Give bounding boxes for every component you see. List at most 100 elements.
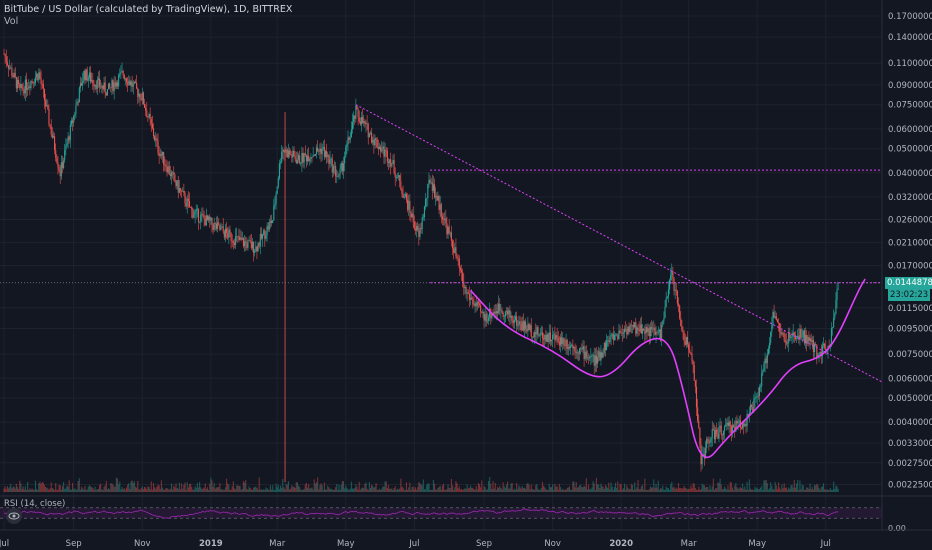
candle-body xyxy=(146,110,148,117)
volume-bar xyxy=(118,484,120,492)
volume-bar xyxy=(383,486,385,492)
volume-bar xyxy=(485,489,487,492)
candle-body xyxy=(712,429,714,431)
candle-body xyxy=(95,84,97,89)
volume-bar xyxy=(277,484,279,492)
time-axis[interactable]: Jul Sep Nov 2019 Mar May Jul Sep Nov 2020 Mar May Ju… xyxy=(0,539,831,549)
candle-body xyxy=(301,152,303,164)
volume-bar xyxy=(654,487,656,492)
volume-bar xyxy=(481,480,483,492)
candle-body xyxy=(109,83,111,88)
candle-body xyxy=(264,230,266,239)
volume-bar xyxy=(96,489,98,492)
volume-bar xyxy=(713,489,716,492)
candle-body xyxy=(734,426,736,432)
candle-body xyxy=(620,332,622,334)
candle-body xyxy=(82,80,84,86)
candle-body xyxy=(593,354,595,366)
candle-body xyxy=(787,343,789,344)
candle-body xyxy=(115,82,117,87)
volume-bar xyxy=(653,479,655,492)
volume-bar xyxy=(407,489,409,492)
volume-bar xyxy=(12,486,14,492)
candle-body xyxy=(426,198,428,199)
visibility-icon[interactable] xyxy=(6,508,22,524)
candle-body xyxy=(409,200,411,213)
candle-body xyxy=(698,420,700,428)
candle-body xyxy=(769,342,771,349)
volume-bar xyxy=(541,481,544,492)
candle-body xyxy=(202,213,204,216)
candle-body xyxy=(342,163,345,172)
volume-bar xyxy=(499,485,501,492)
volume-bar xyxy=(165,488,167,492)
candle-body xyxy=(217,222,219,229)
candle-body xyxy=(440,204,442,217)
candle-body xyxy=(247,240,249,248)
candle-body xyxy=(40,78,42,84)
candle-body xyxy=(629,324,631,332)
candle-body xyxy=(193,214,195,218)
volume-bar xyxy=(7,488,10,492)
volume-bar xyxy=(132,482,134,492)
volume-bar xyxy=(690,485,692,492)
volume-bar xyxy=(192,489,194,492)
candle-body xyxy=(192,209,194,218)
volume-bar xyxy=(579,485,581,492)
volume-bar xyxy=(434,483,436,492)
price-axis[interactable]: 0.170000000.140000000.110000000.09000000… xyxy=(0,0,932,531)
candle-body xyxy=(61,162,64,169)
candle-body xyxy=(57,162,59,168)
volume-bar xyxy=(300,489,302,492)
candle-body xyxy=(715,429,717,440)
volume-bar xyxy=(346,487,348,492)
candle-body xyxy=(676,291,678,304)
candle-body xyxy=(643,328,645,331)
volume-bar xyxy=(590,489,592,492)
candle-body xyxy=(150,119,152,124)
volume-bar xyxy=(423,489,426,492)
candle-body xyxy=(574,347,576,352)
drawing-tools[interactable] xyxy=(0,104,883,459)
volume-bar xyxy=(523,487,526,492)
candle-body xyxy=(692,361,694,366)
candle-body xyxy=(582,346,584,350)
volume-bar xyxy=(659,488,662,492)
volume-bar xyxy=(726,489,728,492)
volume-bar xyxy=(57,489,59,492)
candle-body xyxy=(296,159,298,164)
volume-bar xyxy=(308,483,310,492)
volume-bar xyxy=(128,483,130,492)
candle-body xyxy=(253,241,255,253)
candle-body xyxy=(522,321,524,331)
volume-bar xyxy=(809,483,811,492)
candle-body xyxy=(155,138,157,141)
candle-body xyxy=(59,170,61,177)
candle-body xyxy=(701,454,703,465)
volume-bar xyxy=(136,487,138,492)
volume-bar xyxy=(601,485,603,492)
candle-body xyxy=(99,78,101,87)
volume-bar xyxy=(789,488,791,492)
volume-bar xyxy=(164,489,166,492)
volume-bar xyxy=(231,486,233,492)
candle-body xyxy=(762,370,764,373)
volume-bar xyxy=(75,489,77,492)
candle-body xyxy=(43,89,46,101)
candle-body xyxy=(20,84,22,88)
candle-body xyxy=(825,347,827,352)
candle-body xyxy=(713,430,716,440)
volume-bar xyxy=(568,486,571,492)
candle-body xyxy=(592,354,594,356)
candle-body xyxy=(242,238,245,247)
candle-body xyxy=(282,150,284,152)
candle-body xyxy=(408,200,410,210)
candle-body xyxy=(86,69,88,81)
candle-body xyxy=(711,429,713,438)
candle-body xyxy=(175,181,177,187)
candle-body xyxy=(726,422,728,425)
volume-bar xyxy=(580,484,582,492)
